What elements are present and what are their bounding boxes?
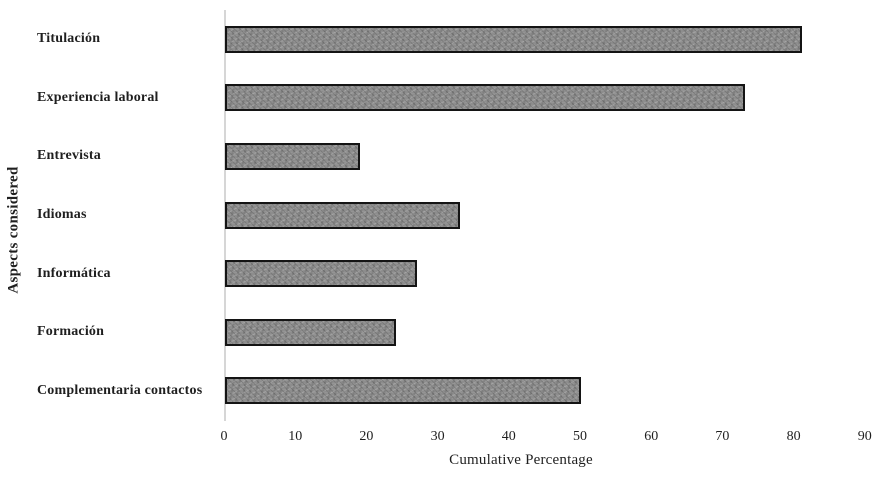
x-tick-label: 80: [786, 429, 801, 444]
category-label: Formación: [37, 324, 105, 340]
x-tick-label: 60: [644, 429, 659, 444]
category-label: Complementaria contactos: [37, 382, 203, 398]
x-tick-label: 30: [430, 429, 445, 444]
bar: [225, 318, 396, 346]
x-axis-title: Cumulative Percentage: [449, 452, 593, 468]
x-tick-label: 70: [715, 429, 730, 444]
bar: [225, 260, 417, 288]
x-tick-label: 10: [288, 429, 303, 444]
category-label: Experiencia laboral: [37, 89, 159, 105]
category-label: Informática: [37, 265, 111, 281]
category-label: Titulación: [37, 31, 101, 47]
category-label: Entrevista: [37, 148, 101, 164]
x-tick-label: 90: [857, 429, 872, 444]
bar: [225, 377, 581, 405]
bar: [225, 84, 745, 112]
y-axis-title: Aspects considered: [5, 166, 22, 294]
bar: [225, 25, 802, 53]
bar: [225, 201, 460, 229]
x-tick-label: 50: [573, 429, 587, 444]
category-label: Idiomas: [37, 207, 87, 222]
x-tick-label: 20: [359, 429, 374, 444]
bar: [225, 142, 360, 170]
x-tick-label: 0: [220, 429, 228, 444]
x-tick-label: 40: [501, 429, 516, 444]
